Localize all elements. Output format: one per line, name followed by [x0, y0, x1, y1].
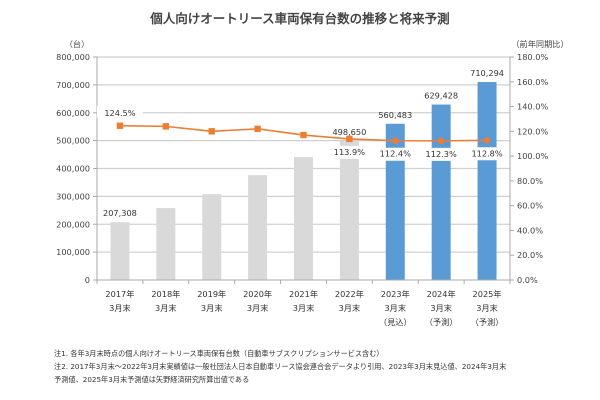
line-value-label: 112.4%: [380, 149, 411, 159]
y-tick-label: 300,000: [56, 191, 90, 201]
line-marker: [346, 135, 353, 143]
x-tick-label: （予測）: [425, 317, 458, 327]
x-tick-label: 3月末: [109, 303, 131, 313]
line-marker: [392, 137, 399, 144]
bar: [202, 194, 222, 280]
bar-value-label: 498,650: [332, 127, 366, 137]
line-value-label: 112.3%: [426, 149, 457, 159]
bar: [248, 175, 268, 280]
bar: [339, 141, 359, 280]
bar-value-label: 207,308: [103, 208, 137, 218]
bars: [110, 82, 497, 281]
bar: [385, 123, 405, 280]
x-tick-label: 2022年: [335, 289, 364, 299]
y-tick-label: 400,000: [56, 164, 90, 174]
labels: 0 100,000 200,000 300,000 400,000 500,000 600,…: [56, 39, 569, 327]
y2-tick-label: 0.0%: [517, 275, 538, 285]
y2-tick-label: 100.0%: [517, 151, 548, 161]
x-tick-label: 2019年: [197, 289, 226, 299]
line-marker: [254, 125, 261, 133]
line-marker: [116, 122, 124, 129]
y2-tick-label: 120.0%: [517, 126, 548, 136]
x-tick-label: 2023年: [381, 289, 410, 299]
line-marker: [483, 137, 491, 144]
y-tick-label: 0: [85, 275, 90, 285]
y-axis-label: （台）: [65, 39, 90, 49]
yoy-line: [116, 122, 491, 145]
label-backgrounds: [327, 145, 510, 161]
x-tick-label: 3月末: [476, 303, 498, 313]
y-tick-label: 200,000: [56, 219, 90, 229]
footnote-1: 注1. 各年3月末時点の個人向けオートリース車両保有台数（自動車サブスクリプショ…: [54, 349, 384, 358]
line-value-label: 112.8%: [471, 148, 502, 158]
line-label-background: [327, 145, 372, 159]
y-tick-label: 600,000: [56, 108, 90, 118]
x-tick-label: 3月末: [201, 303, 223, 313]
x-tick-label: 2018年: [151, 289, 180, 299]
line-label-background: [419, 147, 464, 161]
footnotes: 注1. 各年3月末時点の個人向けオートリース車両保有台数（自動車サブスクリプショ…: [54, 347, 594, 386]
bar: [294, 157, 313, 280]
y2-tick-label: 20.0%: [517, 250, 543, 260]
line-value-label: 124.5%: [104, 108, 135, 118]
bar: [156, 208, 176, 280]
footnote-2: 注2. 2017年3月末～2022年3月末実績値は一般社団法人日本自動車リース協…: [54, 362, 507, 371]
x-tick-label: 3月末: [384, 303, 406, 313]
x-tick-label: 3月末: [247, 303, 269, 313]
axes: [93, 56, 514, 284]
x-tick-label: （見込）: [379, 317, 412, 327]
y-tick-label: 100,000: [56, 247, 90, 257]
line-value-label: 113.9%: [334, 147, 365, 157]
y2-tick-label: 60.0%: [517, 201, 543, 211]
bar-value-label: 710,294: [470, 68, 504, 78]
line-label-background: [96, 105, 143, 118]
line-marker: [208, 128, 215, 135]
line-marker: [162, 123, 170, 130]
y-tick-label: 800,000: [56, 52, 90, 62]
footnote-3: 予測値、2025年3月末予測値は矢野経済研究所算出値である: [54, 375, 250, 384]
line-label-background: [465, 147, 510, 161]
bar: [110, 222, 130, 280]
x-tick-label: 2024年: [427, 289, 456, 299]
y2-axis-label: （前年同期比）: [511, 39, 568, 49]
x-tick-label: 3月末: [293, 303, 315, 313]
x-tick-label: 3月末: [430, 303, 452, 313]
y2-tick-label: 180.0%: [517, 52, 548, 62]
x-tick-label: 2021年: [289, 289, 318, 299]
line-marker: [437, 137, 445, 145]
y2-tick-label: 160.0%: [517, 77, 548, 87]
x-tick-label: 3月末: [339, 303, 361, 313]
x-tick-label: 2020年: [243, 289, 272, 299]
chart-title: 個人向けオートリース車両保有台数の推移と将来予測: [150, 11, 450, 26]
bar-value-label: 560,483: [378, 110, 412, 120]
bar-value-label: 629,428: [424, 91, 458, 101]
y-tick-label: 500,000: [56, 136, 90, 146]
line-marker: [300, 131, 307, 139]
x-tick-label: 3月末: [155, 303, 177, 313]
x-tick-label: （予測）: [471, 317, 504, 327]
y2-tick-label: 40.0%: [517, 225, 543, 235]
x-tick-label: 2017年: [105, 289, 134, 299]
y2-tick-label: 80.0%: [517, 176, 543, 186]
bar: [477, 82, 497, 280]
bar: [431, 104, 451, 281]
y-tick-label: 700,000: [56, 80, 90, 90]
x-tick-label: 2025年: [473, 289, 502, 299]
y2-tick-label: 140.0%: [517, 102, 548, 112]
line-label-background: [373, 147, 418, 161]
